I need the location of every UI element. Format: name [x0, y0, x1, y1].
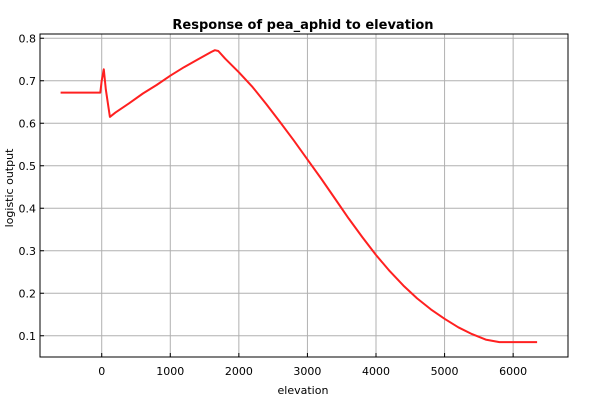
x-tick-label: 3000: [293, 365, 321, 378]
y-tick-label: 0.6: [19, 117, 37, 130]
x-tick-label: 4000: [362, 365, 390, 378]
x-tick-label: 2000: [225, 365, 253, 378]
y-tick-label: 0.7: [19, 75, 37, 88]
y-tick-label: 0.1: [19, 330, 37, 343]
y-tick-label: 0.2: [19, 287, 37, 300]
x-axis-label: elevation: [278, 384, 329, 397]
y-tick-label: 0.8: [19, 32, 37, 45]
x-tick-label: 6000: [499, 365, 527, 378]
series-line: [60, 49, 538, 344]
series-layer: [60, 49, 538, 344]
x-tick-label: 0: [98, 365, 105, 378]
x-tick-label: 1000: [156, 365, 184, 378]
y-axis-label: logistic output: [3, 148, 16, 227]
y-tick-label: 0.4: [19, 202, 37, 215]
x-tick-label: 5000: [431, 365, 459, 378]
y-tick-label: 0.5: [19, 160, 37, 173]
chart-title: Response of pea_aphid to elevation: [172, 18, 433, 33]
grid-lines: [40, 34, 568, 357]
tick-labels: 0 1000 2000 3000 4000 5000 6000 0.1 0.2 0.3 0.4 0.5…: [19, 32, 528, 378]
y-tick-label: 0.3: [19, 245, 37, 258]
plot-frame: [39, 33, 569, 358]
